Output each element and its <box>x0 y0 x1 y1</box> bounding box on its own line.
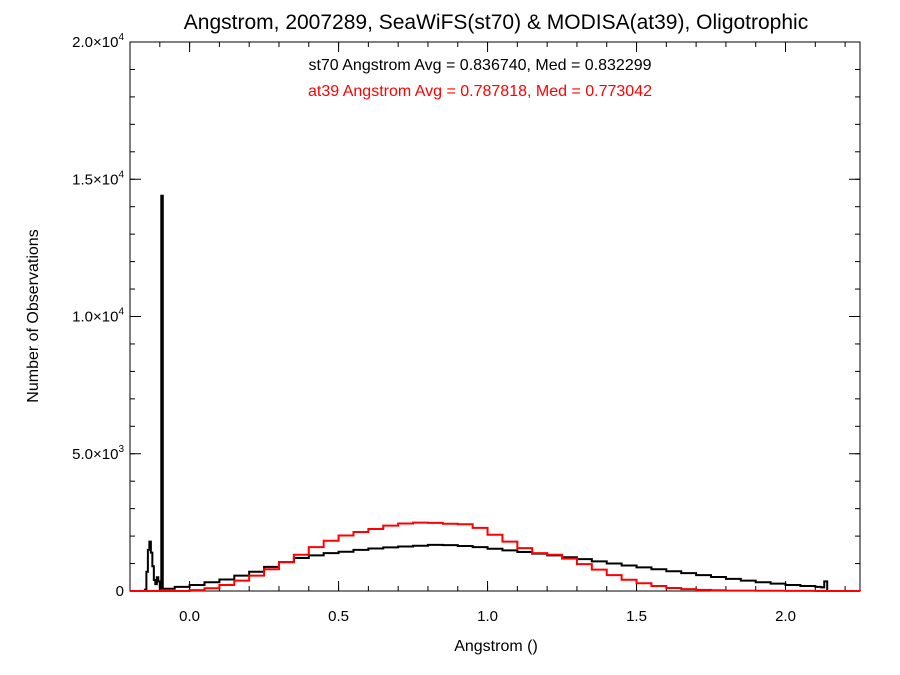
y-tick-label: 5.0×103 <box>72 444 124 463</box>
axis-ticks <box>129 41 860 592</box>
annotation-at39: at39 Angstrom Avg = 0.787818, Med = 0.77… <box>308 83 652 100</box>
y-axis-label: Number of Observations <box>25 229 42 402</box>
y-tick-label: 1.0×104 <box>72 307 124 326</box>
y-tick-label: 0 <box>116 583 124 600</box>
data-series <box>130 194 861 592</box>
chart-title: Angstrom, 2007289, SeaWiFS(st70) & MODIS… <box>184 11 808 34</box>
x-tick-label: 1.5 <box>626 608 647 625</box>
x-tick-label: 1.0 <box>477 608 498 625</box>
y-tick-label: 2.0×104 <box>72 32 124 51</box>
y-tick-labels: 0 5.0×103 1.0×104 1.5×104 2.0×104 <box>72 32 124 600</box>
series-line-1 <box>130 521 861 592</box>
plot-frame <box>129 41 861 592</box>
series-line-0 <box>130 194 860 592</box>
x-tick-labels: 0.0 0.5 1.0 1.5 2.0 <box>179 608 796 625</box>
x-tick-label: 2.0 <box>775 608 796 625</box>
annotation-st70: st70 Angstrom Avg = 0.836740, Med = 0.83… <box>308 57 651 74</box>
y-tick-label: 1.5×104 <box>72 169 124 188</box>
x-tick-label: 0.5 <box>328 608 349 625</box>
x-axis-label: Angstrom () <box>454 638 538 655</box>
x-tick-label: 0.0 <box>179 608 200 625</box>
